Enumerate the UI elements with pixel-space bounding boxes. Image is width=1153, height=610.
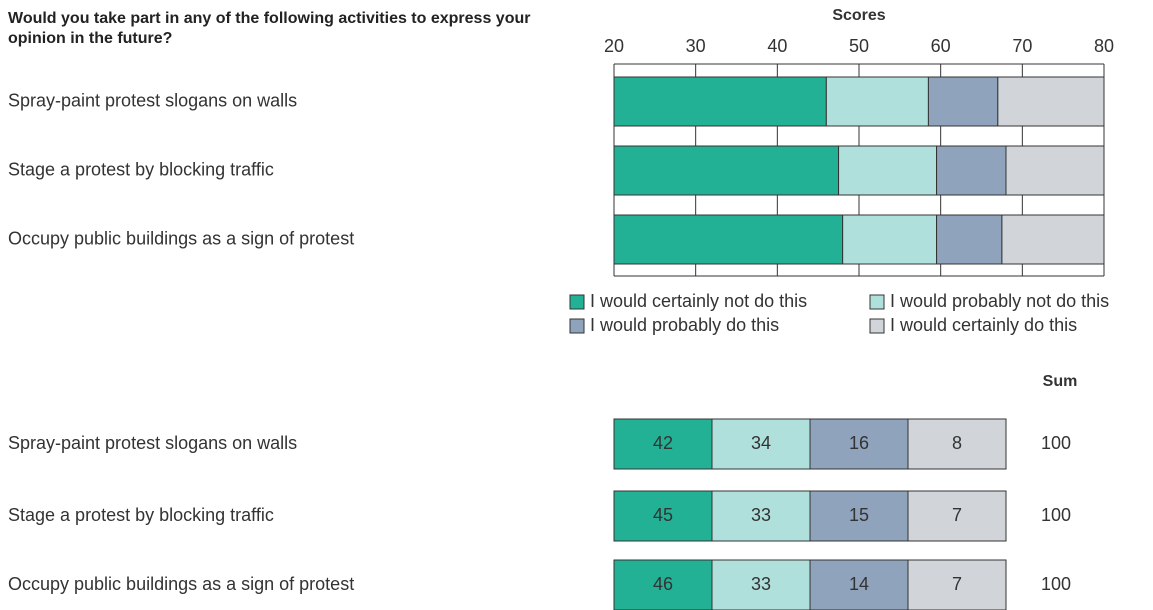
- cell-value: 16: [849, 433, 869, 453]
- table-cell: [907, 559, 1007, 610]
- bar-segment: [997, 76, 1105, 127]
- category-label: Stage a protest by blocking traffic: [8, 159, 274, 179]
- table-cell: [613, 559, 713, 610]
- category-label: Occupy public buildings as a sign of pro…: [8, 574, 354, 594]
- sum-value: 100: [1041, 574, 1071, 594]
- cell-value: 7: [952, 505, 962, 525]
- bar-segment: [927, 76, 999, 127]
- legend-label: I would probably not do this: [890, 291, 1109, 311]
- x-axis-title: Scores: [832, 7, 885, 24]
- legend-label: I would certainly not do this: [590, 291, 807, 311]
- cell-value: 46: [653, 574, 673, 594]
- bar-segment: [1001, 214, 1105, 265]
- table-cell: [809, 559, 909, 610]
- table-cell: [711, 559, 811, 610]
- table-cell: [613, 490, 713, 542]
- chart-title: Would you take part in any of the follow…: [8, 10, 531, 47]
- legend-swatch: [869, 318, 885, 334]
- x-tick-label: 80: [1094, 36, 1114, 56]
- cell-value: 33: [751, 505, 771, 525]
- table-cell: [907, 490, 1007, 542]
- cell-value: 8: [952, 433, 962, 453]
- x-tick-label: 30: [686, 36, 706, 56]
- x-tick-label: 50: [849, 36, 869, 56]
- legend-swatch: [569, 318, 585, 334]
- x-tick-label: 60: [931, 36, 951, 56]
- cell-value: 33: [751, 574, 771, 594]
- sum-header: Sum: [1043, 373, 1078, 390]
- table-cell: [809, 418, 909, 470]
- cell-value: 15: [849, 505, 869, 525]
- legend-label: I would certainly do this: [890, 315, 1077, 335]
- cell-value: 45: [653, 505, 673, 525]
- sum-value: 100: [1041, 505, 1071, 525]
- legend-label: I would probably do this: [590, 315, 779, 335]
- cell-value: 34: [751, 433, 771, 453]
- bar-segment: [613, 76, 827, 127]
- cell-value: 42: [653, 433, 673, 453]
- legend-swatch: [569, 294, 585, 310]
- table-cell: [809, 490, 909, 542]
- x-tick-label: 20: [604, 36, 624, 56]
- category-label: Spray-paint protest slogans on walls: [8, 433, 297, 453]
- cell-value: 14: [849, 574, 869, 594]
- x-tick-label: 40: [767, 36, 787, 56]
- bar-segment: [936, 214, 1003, 265]
- bar-segment: [842, 214, 938, 265]
- category-label: Spray-paint protest slogans on walls: [8, 90, 297, 110]
- table-cell: [907, 418, 1007, 470]
- category-label: Occupy public buildings as a sign of pro…: [8, 228, 354, 248]
- cell-value: 7: [952, 574, 962, 594]
- bar-segment: [1005, 145, 1105, 196]
- bar-segment: [613, 145, 840, 196]
- bar-segment: [936, 145, 1007, 196]
- bar-segment: [613, 214, 844, 265]
- bar-segment: [838, 145, 938, 196]
- table-cell: [711, 490, 811, 542]
- table-cell: [711, 418, 811, 470]
- legend-swatch: [869, 294, 885, 310]
- sum-value: 100: [1041, 433, 1071, 453]
- category-label: Stage a protest by blocking traffic: [8, 505, 274, 525]
- bar-segment: [825, 76, 929, 127]
- x-tick-label: 70: [1012, 36, 1032, 56]
